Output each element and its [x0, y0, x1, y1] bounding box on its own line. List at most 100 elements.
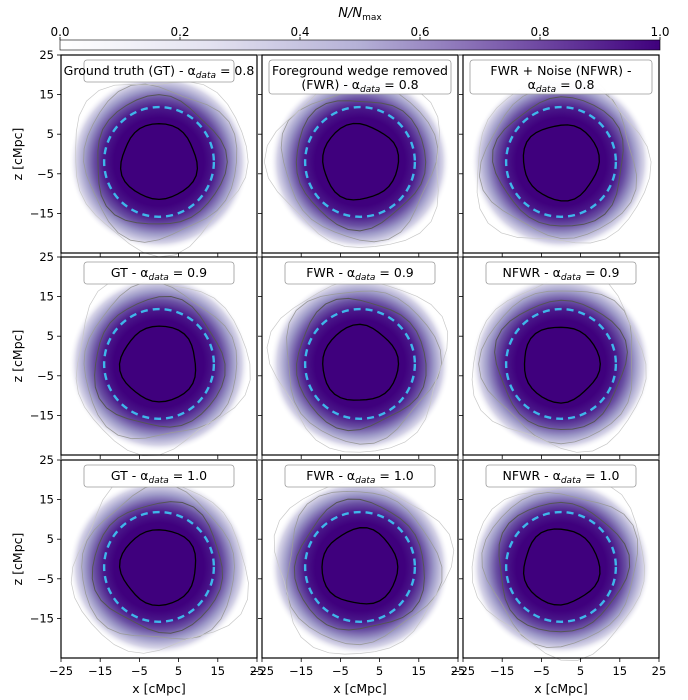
alpha-subscript: data: [561, 273, 581, 283]
alpha-value: = 0.9: [169, 265, 207, 280]
contour-line: [321, 527, 399, 605]
y-tick-label: −15: [30, 206, 54, 220]
panel-label: FWR - αdata = 0.9: [306, 265, 414, 283]
panel-label: FWR + Noise (NFWR) -: [490, 63, 631, 78]
panel-label: GT - αdata = 1.0: [111, 468, 207, 486]
panel-r0-c0: Ground truth (GT) - αdata = 0.8 25 15 5 −5 −1…: [30, 48, 258, 258]
panel-frame: [462, 54, 660, 254]
x-axis-label: x [cMpc]: [333, 681, 387, 696]
colorbar-tick-label: 0.6: [410, 25, 429, 39]
alpha-value: = 1.0: [375, 468, 413, 483]
contour-line: [286, 290, 443, 445]
contour-line: [97, 94, 228, 225]
panel-frame: [261, 256, 459, 456]
guide-circle: [504, 307, 618, 421]
contour-line: [295, 100, 427, 232]
x-tick-label: −5: [533, 664, 550, 678]
y-tick-label: 15: [39, 290, 54, 304]
density-blob: [470, 478, 652, 656]
panel-label-box: [83, 59, 235, 83]
contour-line: [492, 96, 624, 227]
alpha-subscript: data: [536, 85, 556, 95]
y-tick-label: 25: [39, 453, 54, 467]
x-axis-label: x [cMpc]: [534, 681, 588, 696]
x-axis-label: x [cMpc]: [132, 681, 186, 696]
x-tick-label: 25: [652, 664, 667, 678]
panel-frame: [60, 256, 258, 456]
x-tick-label: 15: [210, 664, 225, 678]
x-tick-label: 5: [577, 664, 584, 678]
alpha-subscript: data: [355, 273, 375, 283]
alpha-value: = 0.8: [380, 77, 418, 92]
contour-line: [83, 281, 238, 440]
x-tick-label: 15: [612, 664, 627, 678]
panel-label-box: [268, 59, 452, 95]
guide-circle: [303, 307, 417, 421]
y-tick-label: −5: [37, 369, 54, 383]
density-blob: [269, 73, 451, 251]
contour-line: [118, 325, 197, 403]
contour-line: [478, 290, 633, 445]
contour-line: [119, 123, 199, 201]
panel-r2-c1: FWR - αdata = 1.0 −25 −15 −5 5 15 25: [250, 459, 465, 678]
y-tick-label: −5: [37, 167, 54, 181]
panel-frame: [462, 459, 660, 659]
contour-line: [481, 492, 638, 648]
x-tick-label: 25: [250, 664, 265, 678]
panel-label-box: [469, 59, 653, 95]
panel-label-box: [485, 261, 637, 285]
panel-frame: [261, 54, 459, 254]
contour-line: [494, 299, 628, 431]
contour-line: [498, 501, 631, 633]
panel-label-line2: (FWR) - αdata = 0.8: [301, 77, 418, 95]
x-tick-label: 15: [411, 664, 426, 678]
alpha-value: = 0.9: [375, 265, 413, 280]
contour-line: [75, 81, 249, 258]
contour-line: [522, 124, 600, 202]
contour-line: [118, 529, 197, 607]
alpha-subscript: data: [360, 85, 380, 95]
guide-circle: [303, 510, 417, 623]
y-tick-label: 25: [39, 48, 54, 62]
panel-r2-c2: NFWR - αdata = 1.0 −25 −15 −5 5 15 25: [451, 459, 667, 678]
alpha-value: = 1.0: [169, 468, 207, 483]
guide-circle: [303, 105, 417, 218]
alpha-subscript: data: [561, 476, 581, 486]
y-tick-label: 5: [47, 127, 54, 141]
alpha-subscript: data: [355, 476, 375, 486]
contour-line: [286, 490, 443, 646]
x-tick-label: −15: [490, 664, 514, 678]
panel-label: GT - αdata = 0.9: [111, 265, 207, 283]
contour-line: [522, 528, 601, 606]
panel-label: FWR - αdata = 1.0: [306, 468, 414, 486]
guide-circle: [102, 307, 216, 421]
panel-frame: [60, 54, 258, 254]
panel-r1-c2: NFWR - αdata = 0.9: [459, 256, 660, 459]
colorbar-tick-label: 0.8: [530, 25, 549, 39]
guide-circle: [102, 105, 216, 218]
contour-line: [523, 326, 601, 404]
x-tick-label: −5: [332, 664, 349, 678]
panel-label: NFWR - αdata = 1.0: [503, 468, 620, 486]
panel-frame: [60, 459, 258, 659]
y-axis-label: z [cMpc]: [10, 533, 25, 586]
contour-line: [293, 498, 425, 631]
y-tick-label: 15: [39, 493, 54, 507]
colorbar-tick-label: 1.0: [650, 25, 669, 39]
x-tick-label: −25: [451, 664, 475, 678]
panel-label: Foreground wedge removed: [272, 63, 448, 78]
guide-circle: [504, 105, 618, 218]
alpha-value: = 0.8: [556, 77, 594, 92]
y-axis-label: z [cMpc]: [10, 330, 25, 383]
colorbar-tick-label: 0.4: [290, 25, 309, 39]
panel-frame: [261, 459, 459, 659]
panel-label-box: [284, 464, 436, 488]
x-tick-label: −25: [49, 664, 73, 678]
density-blob: [68, 73, 250, 251]
contour-line: [91, 501, 224, 634]
contour-line: [322, 122, 400, 201]
alpha-subscript: data: [148, 273, 168, 283]
contour-line: [273, 480, 455, 655]
alpha-value: = 0.8: [216, 63, 254, 78]
